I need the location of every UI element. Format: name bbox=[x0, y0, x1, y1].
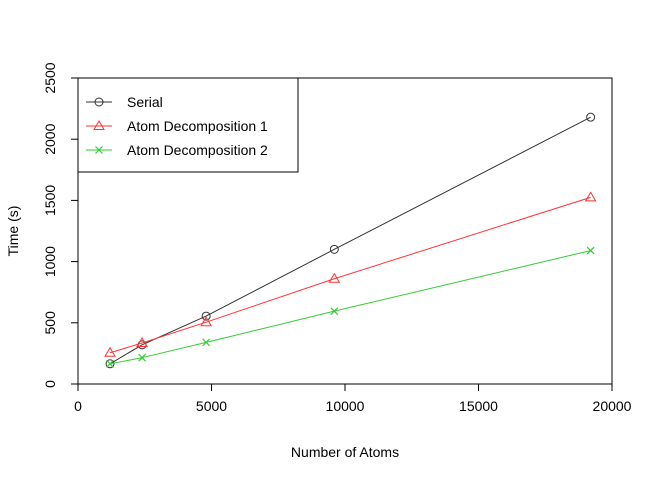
x-tick-label: 10000 bbox=[326, 398, 365, 414]
legend: Serial Atom Decomposition 1 Atom Decomposi… bbox=[77, 77, 299, 173]
data-point bbox=[202, 338, 211, 347]
x-tick-label: 20000 bbox=[593, 398, 632, 414]
series-line bbox=[109, 250, 591, 365]
x-axis: 0 5000 10000 15000 20000 bbox=[74, 384, 632, 414]
x-axis-title: Number of Atoms bbox=[291, 444, 399, 460]
data-point bbox=[105, 359, 115, 369]
x-tick-label: 0 bbox=[74, 398, 82, 414]
legend-label: Atom Decomposition 2 bbox=[127, 142, 268, 158]
legend-label: Serial bbox=[127, 94, 163, 110]
y-tick-label: 1500 bbox=[42, 185, 58, 216]
series-2 bbox=[104, 191, 597, 357]
data-point bbox=[586, 246, 595, 255]
data-point bbox=[584, 191, 597, 202]
legend-marker bbox=[94, 97, 104, 107]
y-tick-label: 2500 bbox=[42, 62, 58, 93]
series-line bbox=[109, 116, 591, 365]
y-tick-label: 1000 bbox=[42, 246, 58, 277]
y-tick-label: 0 bbox=[42, 380, 58, 388]
series-line bbox=[109, 196, 591, 354]
data-point bbox=[329, 244, 339, 254]
x-tick-label: 15000 bbox=[459, 398, 498, 414]
legend-marker bbox=[93, 120, 105, 130]
data-point bbox=[104, 346, 116, 357]
y-tick-label: 2000 bbox=[42, 123, 58, 154]
data-point bbox=[106, 359, 114, 368]
data-point bbox=[200, 316, 213, 327]
series-layer bbox=[104, 112, 597, 369]
data-point bbox=[138, 353, 147, 362]
data-point bbox=[136, 337, 148, 347]
legend-label: Atom Decomposition 1 bbox=[127, 118, 268, 134]
legend-box bbox=[77, 77, 299, 173]
data-point bbox=[586, 112, 596, 122]
x-tick-label: 5000 bbox=[196, 398, 227, 414]
data-point bbox=[330, 307, 339, 316]
data-point bbox=[201, 311, 211, 321]
series-3 bbox=[106, 246, 595, 368]
y-tick-label: 500 bbox=[42, 311, 58, 335]
y-axis: 0 500 1000 1500 2000 2500 bbox=[42, 62, 78, 388]
y-axis-title: Time (s) bbox=[5, 206, 21, 257]
legend-marker bbox=[95, 146, 103, 154]
data-point bbox=[328, 272, 341, 283]
